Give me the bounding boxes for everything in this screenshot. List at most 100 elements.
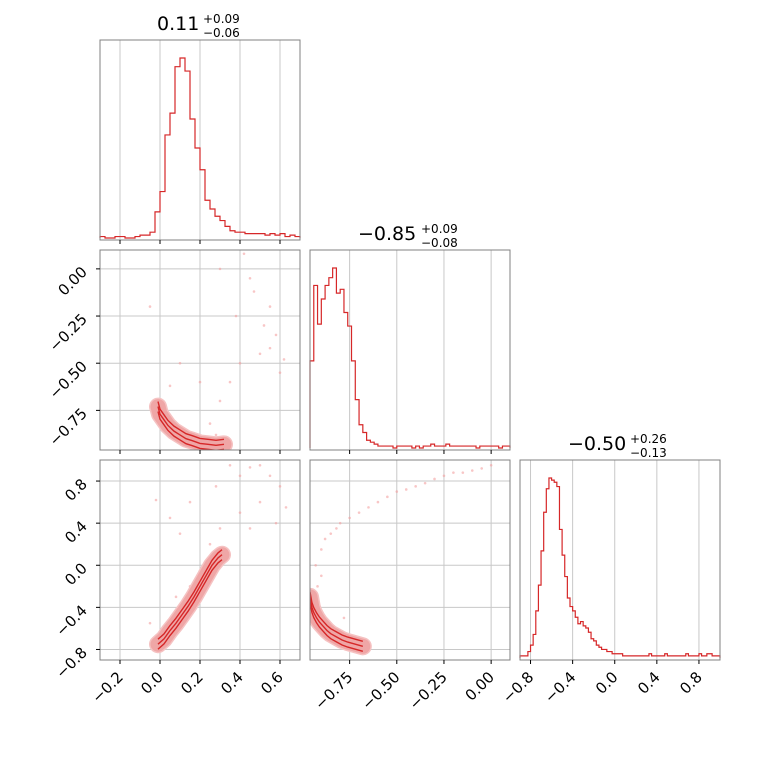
x-tick-label-p1: 0.4 — [217, 668, 247, 698]
title-param-3-lower: −0.13 — [630, 446, 667, 460]
histogram-panel-3 — [519, 459, 721, 661]
contour-line — [157, 549, 223, 640]
scatter-point — [386, 495, 389, 499]
scatter-point — [404, 488, 408, 491]
scatter-point — [414, 485, 417, 488]
scatter-point — [248, 277, 252, 280]
y-tick-label-p3: 0.4 — [61, 517, 91, 547]
histogram-3 — [519, 477, 721, 658]
y-tick-label-p2: −0.75 — [46, 404, 91, 449]
scatter-point — [238, 474, 242, 478]
contour-line — [310, 601, 364, 652]
scatter-point — [357, 511, 361, 514]
scatter-point — [367, 506, 370, 509]
title-param-2: −0.85 — [358, 223, 416, 245]
scatter-point — [278, 371, 282, 374]
joint-p1-p3-content — [148, 463, 288, 654]
scatter-point — [208, 422, 212, 425]
title-param-1-lower: −0.06 — [203, 26, 240, 40]
scatter-point — [208, 542, 212, 546]
scatter-point — [148, 305, 152, 308]
scatter-point — [320, 574, 323, 578]
scatter-point — [282, 358, 286, 361]
scatter-point — [234, 314, 238, 318]
scatter-point — [198, 380, 202, 384]
contour-line — [310, 596, 364, 647]
x-tick-label-p2: −0.50 — [358, 668, 403, 713]
scatter-point — [329, 532, 333, 535]
contour-line — [157, 554, 223, 645]
density-band-inner — [150, 547, 230, 652]
x-tick-label-p2: −0.75 — [311, 668, 356, 713]
y-tick-label-p3: −0.8 — [52, 644, 90, 682]
scatter-point — [238, 511, 242, 514]
scatter-point — [188, 500, 192, 504]
x-tick-label-p1: −0.2 — [88, 668, 126, 706]
scatter-point — [178, 361, 182, 365]
x-tick-label-p2: 0.00 — [462, 668, 498, 704]
scatter-point — [314, 563, 317, 567]
scatter-point — [174, 595, 178, 599]
joint-p2-p3-panel — [309, 459, 511, 661]
joint-p1-p2-content — [148, 252, 286, 450]
contour-line — [157, 406, 225, 446]
scatter-point — [278, 485, 282, 488]
x-tick-label-p2: −0.25 — [406, 668, 451, 713]
y-tick-label-p3: 0.0 — [61, 559, 91, 589]
scatter-point — [228, 463, 232, 467]
scatter-point — [335, 527, 338, 530]
scatter-point — [154, 498, 158, 502]
histogram-2 — [309, 267, 511, 449]
contour-line — [157, 401, 225, 441]
x-tick-label-p3: 0.0 — [592, 668, 622, 698]
scatter-point — [323, 537, 327, 541]
histogram-panel-2 — [309, 249, 511, 451]
scatter-point — [461, 471, 465, 474]
scatter-point — [238, 361, 242, 365]
scatter-point — [423, 481, 427, 485]
scatter-point — [214, 433, 218, 437]
scatter-point — [262, 324, 266, 327]
scatter-point — [338, 521, 342, 525]
scatter-point — [258, 352, 262, 356]
scatter-point — [168, 384, 172, 388]
scatter-point — [214, 485, 218, 488]
x-tick-label-p3: 0.4 — [634, 668, 664, 698]
title-param-3-upper: +0.26 — [630, 432, 667, 446]
scatter-point — [274, 521, 278, 525]
scatter-point — [452, 471, 455, 474]
scatter-point — [274, 333, 278, 337]
y-tick-label-p3: −0.4 — [52, 601, 90, 639]
scatter-point — [489, 463, 493, 467]
x-tick-label-p1: 0.2 — [177, 668, 207, 698]
scatter-point — [342, 616, 346, 620]
scatter-point — [268, 346, 272, 350]
y-tick-label-p2: 0.00 — [54, 263, 90, 299]
scatter-point — [268, 305, 272, 308]
title-param-3: −0.50 — [568, 433, 626, 455]
scatter-point — [258, 463, 262, 467]
x-tick-label-p3: 0.8 — [676, 668, 706, 698]
scatter-point — [442, 474, 446, 478]
contour-line — [157, 411, 225, 450]
scatter-point — [284, 506, 288, 509]
scatter-point — [218, 527, 222, 530]
y-tick-label-p3: 0.8 — [61, 475, 91, 505]
scatter-point — [268, 474, 272, 478]
x-tick-label-p1: 0.0 — [137, 668, 167, 698]
scatter-point — [470, 469, 474, 472]
scatter-point — [252, 290, 256, 293]
scatter-point — [168, 516, 172, 520]
scatter-point — [395, 490, 399, 493]
joint-p2-p3-content — [310, 463, 493, 656]
scatter-point — [480, 467, 483, 470]
scatter-point — [433, 477, 436, 481]
scatter-point — [248, 527, 252, 530]
y-tick-label-p2: −0.25 — [46, 310, 91, 355]
title-param-2-lower: −0.08 — [421, 236, 458, 250]
scatter-point — [258, 500, 262, 504]
scatter-point — [148, 621, 152, 625]
scatter-point — [248, 466, 252, 469]
x-tick-label-p3: −0.4 — [541, 668, 579, 706]
